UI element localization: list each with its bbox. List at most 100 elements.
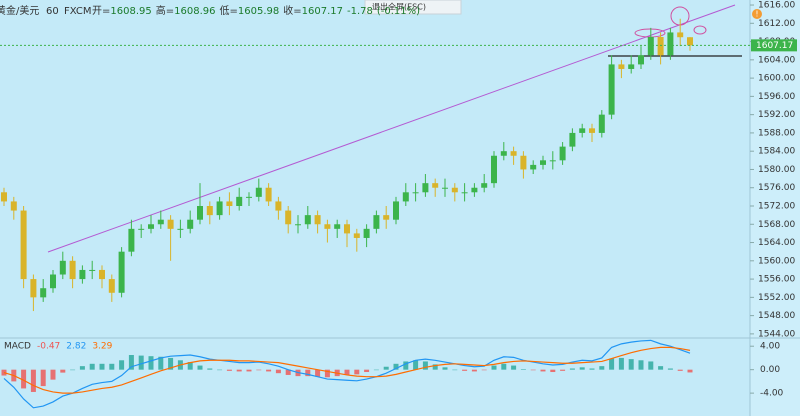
change-pct: (-0.11%) [377, 6, 420, 17]
y-tick-label: 1580.00 [758, 165, 795, 175]
y-tick-label: 1596.00 [758, 92, 795, 102]
histogram-bar [79, 366, 85, 370]
exit-fullscreen-text[interactable]: 退出全屏(ESC) [372, 2, 426, 12]
ohlc-label: 高= [156, 4, 174, 17]
candle-body [167, 219, 174, 229]
y-tick-label: 1552.00 [758, 293, 795, 303]
header: 黄金/美元 60 FXCM 开= 1608.95 高= 1608.96 低= 1605.9… [0, 4, 420, 17]
candle-body [549, 160, 556, 162]
y-tick-label: 1588.00 [758, 128, 795, 138]
histogram-bar [217, 369, 223, 371]
histogram-bar [403, 361, 409, 370]
exit-fullscreen-button[interactable] [364, 0, 462, 15]
candle-body [275, 201, 282, 211]
candle-body [628, 64, 635, 69]
candle-body [304, 215, 311, 225]
price-axis-bg [750, 0, 800, 416]
histogram-bar [618, 357, 624, 370]
legend-value: 3.29 [92, 342, 112, 352]
histogram-bar [569, 368, 575, 370]
candle-body [471, 187, 478, 193]
candle-body [255, 187, 262, 197]
ellipse-mark [693, 25, 707, 35]
histogram-bar [275, 369, 281, 374]
histogram-bar [687, 369, 693, 373]
last-price-tag [751, 39, 797, 52]
histogram-bar [560, 369, 566, 371]
candle-body [353, 233, 360, 238]
histogram-bar [413, 360, 419, 370]
y-tick-label: -4.00 [760, 389, 784, 399]
symbol: 黄金/美元 [0, 4, 39, 17]
y-tick-label: 1568.00 [758, 220, 795, 230]
candle-body [265, 187, 272, 202]
y-tick-label: 1544.00 [758, 329, 795, 339]
histogram-bar [226, 369, 232, 371]
histogram-bar [60, 369, 66, 373]
histogram-bar [677, 369, 683, 371]
candle-body [559, 146, 566, 161]
candle-body [236, 196, 243, 206]
histogram-bar [462, 369, 468, 371]
candle-body [579, 128, 586, 133]
histogram-bar [511, 365, 517, 370]
candle-body [481, 183, 488, 188]
histogram-bar [236, 369, 242, 372]
candle-body [197, 205, 203, 220]
candle-body [638, 55, 644, 65]
histogram-bar [207, 368, 213, 370]
histogram-bar [491, 365, 497, 370]
histogram-bar [481, 369, 487, 371]
histogram-bar [197, 365, 203, 370]
candle-body [412, 192, 419, 194]
histogram-bar [354, 369, 360, 375]
histogram-bar [638, 360, 644, 370]
candle-body [79, 269, 86, 280]
candle-body [10, 201, 17, 211]
y-tick-label: 1604.00 [758, 55, 795, 65]
histogram-bar [50, 369, 56, 380]
y-tick-label: 1560.00 [758, 256, 795, 266]
histogram-bar [540, 369, 546, 372]
candle-body [677, 32, 684, 38]
histogram-bar [128, 355, 134, 370]
candle-body [128, 228, 135, 252]
candle-body [324, 224, 331, 229]
candle-body [344, 224, 350, 234]
ohlc-value: 1608.95 [110, 6, 151, 17]
histogram-bar [344, 369, 350, 375]
pane-title: MACD [4, 342, 31, 352]
candle-body [618, 64, 625, 69]
ohlc-value: 1608.96 [174, 6, 215, 17]
histogram-bar [452, 369, 458, 371]
histogram-bar [256, 369, 262, 371]
histogram-bar [579, 367, 585, 370]
histogram-bar [442, 367, 448, 370]
candle-body [432, 183, 439, 188]
alert-icon-text[interactable]: ! [755, 10, 758, 19]
candle-body [226, 201, 233, 206]
candle-body [40, 288, 47, 298]
trend-line [47, 4, 736, 253]
histogram-bar [501, 363, 507, 370]
candle-body [569, 132, 576, 147]
histogram-bar [315, 369, 321, 377]
y-tick-label: 0.00 [760, 365, 780, 375]
candle-body [1, 192, 7, 202]
legend-value: -0.47 [37, 342, 60, 352]
candle-body [89, 269, 96, 271]
histogram-bar [148, 356, 154, 370]
y-tick-label: 1612.00 [758, 19, 795, 29]
candle-body [20, 210, 27, 280]
histogram-bar [246, 369, 252, 372]
y-tick-label: 1572.00 [758, 201, 795, 211]
candle-body [510, 151, 517, 156]
histogram-bar [324, 369, 330, 378]
alert-icon[interactable] [752, 9, 762, 19]
y-tick-label: 1548.00 [758, 311, 795, 321]
candle-body [657, 36, 664, 56]
histogram-bar [21, 369, 27, 389]
candle-body [442, 187, 448, 189]
histogram-bar [667, 368, 673, 370]
